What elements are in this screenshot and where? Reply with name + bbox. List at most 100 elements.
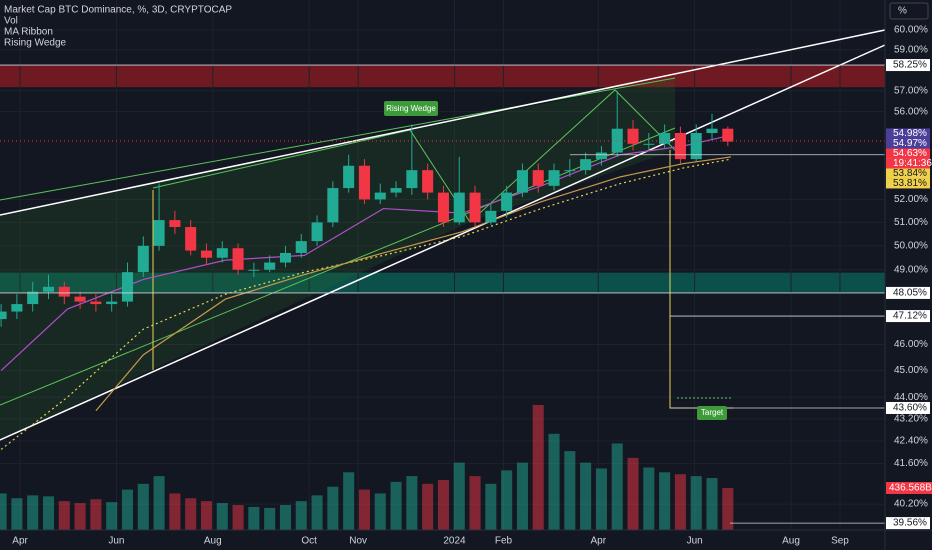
y-tick-label: 51.00%: [894, 217, 928, 228]
price-marker: [886, 168, 930, 179]
candle-body: [58, 286, 70, 297]
candle-body: [722, 128, 734, 142]
candle-body: [74, 296, 86, 302]
volume-bar: [90, 499, 102, 530]
candle-body: [248, 269, 260, 271]
volume-bar: [485, 483, 497, 530]
candle-body: [216, 248, 228, 258]
price-marker: [886, 178, 930, 189]
volume-bar: [137, 483, 149, 530]
level-label: 47.12%: [893, 311, 927, 322]
candle-body: [169, 220, 181, 228]
candle-body: [185, 227, 197, 251]
candle-body: [11, 304, 23, 312]
candle-body: [358, 165, 370, 200]
volume-bar: [516, 462, 528, 530]
annotation-box: [697, 406, 727, 420]
wedge-fill: [0, 78, 675, 440]
price-marker-label: 54.63%: [893, 148, 927, 159]
candles: [0, 90, 734, 327]
volume-bar: [11, 498, 23, 530]
level-box: [886, 59, 930, 72]
volume-bar: [706, 478, 718, 530]
volume-bar: [153, 476, 165, 530]
candle-body: [374, 192, 386, 200]
x-tick-label: Nov: [349, 536, 367, 547]
volume-bar: [548, 433, 560, 530]
candle-body: [27, 291, 39, 305]
volume-bar: [74, 503, 86, 530]
candle-body: [311, 222, 323, 242]
volume-bar: [501, 470, 513, 530]
volume-bar: [643, 467, 655, 530]
volume-bar: [27, 495, 39, 530]
volume-bar: [295, 501, 307, 530]
level-box: [886, 286, 930, 299]
candle-body: [485, 210, 497, 223]
zone: [0, 65, 885, 88]
y-tick-label: 49.00%: [894, 264, 928, 275]
candle-body: [453, 192, 465, 223]
volume-bar: [264, 507, 276, 530]
x-tick-label: Jun: [108, 536, 124, 547]
zones: [0, 65, 885, 293]
volume-bar: [374, 493, 386, 530]
volume-bar: [595, 468, 607, 530]
volume-bar: [279, 504, 291, 530]
candle-body: [627, 128, 639, 144]
candle-body: [232, 248, 244, 270]
level-label: 48.05%: [893, 288, 927, 299]
price-marker-label: 54.97%: [893, 138, 927, 149]
volume-bar: [343, 472, 355, 530]
volume-bar: [327, 486, 339, 530]
candle-body: [469, 192, 481, 223]
volume-bar: [627, 457, 639, 530]
moving-average: [0, 134, 732, 372]
x-tick-label: Sep: [831, 536, 849, 547]
y-tick-label: 45.00%: [894, 365, 928, 376]
volume-bar: [690, 476, 702, 530]
y-tick-label: 41.60%: [894, 458, 928, 469]
annotation: Rising Wedge: [386, 104, 436, 113]
candle-body: [106, 301, 118, 305]
moving-averages: [0, 134, 732, 450]
volume-bar: [200, 501, 213, 530]
y-tick-label: 50.00%: [894, 240, 928, 251]
level-box: [886, 517, 930, 530]
candle-body: [437, 192, 449, 223]
unit-button[interactable]: [889, 2, 929, 20]
candle-body: [90, 301, 102, 305]
x-tick-label: Jun: [687, 536, 703, 547]
level-label: 43.60%: [893, 403, 927, 414]
y-tick-label: 56.00%: [894, 106, 928, 117]
levels: [0, 64, 885, 524]
volume-bar: [390, 481, 402, 530]
price-marker-label: 53.81%: [893, 178, 927, 189]
wedge-line: [0, 127, 676, 406]
moving-average: [95, 156, 732, 412]
y-tick-label: 59.00%: [894, 45, 928, 56]
price-marker: [886, 148, 930, 159]
countdown-box: [886, 158, 930, 169]
volume-bar: [106, 502, 118, 530]
volume-pane: [0, 404, 734, 530]
candle-body: [264, 262, 276, 270]
candle-body: [516, 170, 528, 193]
volume-bar: [674, 474, 686, 530]
volume-bar: [532, 404, 544, 530]
y-tick-label: 57.00%: [894, 85, 928, 96]
candle-body: [564, 170, 576, 172]
price-marker-label: 54.98%: [893, 128, 927, 139]
volume-bar: [659, 472, 671, 530]
price-marker: [886, 138, 930, 149]
candle-body: [643, 143, 655, 145]
volume-bar: [722, 488, 734, 530]
candle-body: [580, 159, 592, 171]
x-tick-label: Apr: [12, 536, 28, 547]
unit-button-label[interactable]: %: [898, 6, 907, 17]
axis-labels: 60.00% 59.00% 57.00% 56.00% 52.00% 51.00% 50.0…: [12, 25, 932, 547]
candle-body: [406, 170, 418, 189]
y-tick-label: 60.00%: [894, 25, 928, 36]
x-tick-label: 2024: [443, 536, 466, 547]
volume-bar: [169, 493, 181, 530]
